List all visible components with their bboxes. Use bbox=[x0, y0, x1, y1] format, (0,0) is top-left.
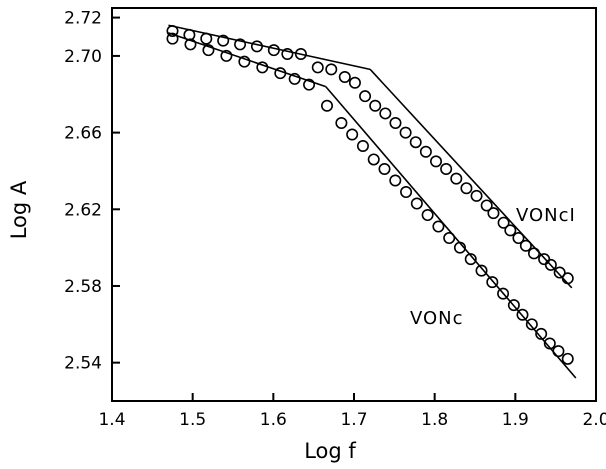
data-point-vonc bbox=[335, 117, 348, 130]
data-point-vonci bbox=[281, 48, 294, 61]
data-point-vonci bbox=[440, 163, 453, 176]
y-tick-label: 2.72 bbox=[64, 9, 102, 29]
data-point-vonc bbox=[453, 241, 466, 254]
fit-lines bbox=[168, 24, 577, 379]
data-point-vonc bbox=[256, 61, 269, 74]
series-label-vonc: VONc bbox=[410, 308, 464, 329]
data-point-vonc bbox=[475, 264, 488, 277]
data-point-vonc bbox=[367, 153, 380, 166]
data-point-vonci bbox=[166, 25, 179, 38]
data-point-vonci bbox=[512, 232, 525, 245]
x-tick-label: 1.9 bbox=[502, 410, 529, 430]
data-point-vonci bbox=[487, 207, 500, 220]
data-point-vonci bbox=[504, 224, 517, 237]
y-tick-label: 2.62 bbox=[64, 200, 102, 220]
data-point-vonc bbox=[202, 44, 215, 57]
data-point-vonci bbox=[250, 40, 263, 53]
data-point-vonc bbox=[543, 337, 556, 350]
y-tick-label: 2.54 bbox=[64, 354, 102, 374]
x-axis-ticks: 1.4 1.5 1.6 1.7 1.8 1.9 2.0 bbox=[98, 393, 606, 430]
data-point-vonc bbox=[410, 197, 423, 210]
data-point-vonci bbox=[294, 48, 307, 61]
series-label-vonci: VONcI bbox=[516, 205, 576, 226]
x-axis-label: Log f bbox=[304, 439, 356, 463]
data-point-vonci bbox=[419, 145, 432, 158]
data-point-vonc bbox=[516, 308, 529, 321]
data-point-vonc bbox=[421, 209, 434, 222]
data-point-vonc bbox=[220, 49, 233, 62]
data-point-vonci bbox=[460, 182, 473, 195]
data-point-vonci bbox=[389, 117, 402, 130]
data-point-vonc bbox=[346, 128, 359, 141]
data-point-vonci bbox=[379, 107, 392, 120]
y-axis-label: Log A bbox=[7, 180, 31, 239]
data-point-vonci bbox=[217, 34, 230, 47]
data-point-vonc bbox=[389, 174, 402, 187]
data-point-vonc bbox=[443, 232, 456, 245]
data-point-vonc bbox=[166, 32, 179, 45]
data-point-vonc bbox=[378, 163, 391, 176]
data-point-vonc bbox=[507, 299, 520, 312]
data-point-vonci bbox=[519, 239, 532, 252]
data-point-vonc bbox=[274, 67, 287, 80]
data-point-vonci bbox=[450, 172, 463, 185]
data-point-vonci bbox=[348, 76, 361, 89]
data-point-vonci bbox=[369, 99, 382, 112]
data-point-vonci bbox=[544, 258, 557, 271]
x-tick-label: 1.6 bbox=[260, 410, 287, 430]
x-tick-label: 1.8 bbox=[421, 410, 448, 430]
data-point-vonc bbox=[561, 352, 574, 365]
data-point-vonci bbox=[409, 136, 422, 149]
data-point-vonci bbox=[399, 126, 412, 139]
data-point-vonci bbox=[470, 189, 483, 202]
y-tick-label: 2.70 bbox=[64, 47, 102, 67]
data-point-vonci bbox=[561, 272, 574, 285]
x-tick-label: 1.5 bbox=[179, 410, 206, 430]
data-point-vonc bbox=[464, 253, 477, 266]
data-point-vonci bbox=[234, 38, 247, 51]
y-tick-label: 2.66 bbox=[64, 124, 102, 144]
data-point-vonc bbox=[238, 55, 251, 68]
data-point-vonc bbox=[497, 287, 510, 300]
data-point-vonc bbox=[184, 38, 197, 51]
data-point-vonc bbox=[535, 327, 548, 340]
data-point-vonci bbox=[430, 155, 443, 168]
data-point-vonc bbox=[321, 99, 334, 112]
data-point-vonci bbox=[311, 61, 324, 74]
x-tick-label: 1.4 bbox=[98, 410, 125, 430]
data-point-vonci bbox=[267, 44, 280, 57]
y-axis-ticks: 2.72 2.70 2.66 2.62 2.58 2.54 bbox=[64, 9, 120, 374]
data-point-vonc bbox=[486, 276, 499, 289]
data-point-vonci bbox=[338, 71, 351, 84]
x-tick-label: 1.7 bbox=[340, 410, 367, 430]
data-point-vonci bbox=[527, 247, 540, 260]
data-point-vonc bbox=[303, 78, 316, 91]
y-tick-label: 2.58 bbox=[64, 277, 102, 297]
data-point-vonc bbox=[356, 140, 369, 153]
data-point-vonci bbox=[200, 32, 213, 45]
data-point-vonc bbox=[400, 186, 413, 199]
data-point-vonci bbox=[538, 253, 551, 266]
x-tick-label: 2.0 bbox=[582, 410, 606, 430]
data-point-vonc bbox=[432, 220, 445, 233]
data-point-vonc bbox=[525, 318, 538, 331]
data-point-vonci bbox=[359, 90, 372, 103]
data-point-vonci bbox=[480, 199, 493, 212]
data-point-vonc bbox=[552, 345, 565, 358]
data-point-vonc bbox=[288, 72, 301, 85]
data-point-vonci bbox=[183, 28, 196, 41]
data-point-vonci bbox=[497, 216, 510, 229]
data-points bbox=[166, 25, 574, 365]
data-point-vonci bbox=[325, 63, 338, 76]
data-point-vonci bbox=[553, 266, 566, 279]
